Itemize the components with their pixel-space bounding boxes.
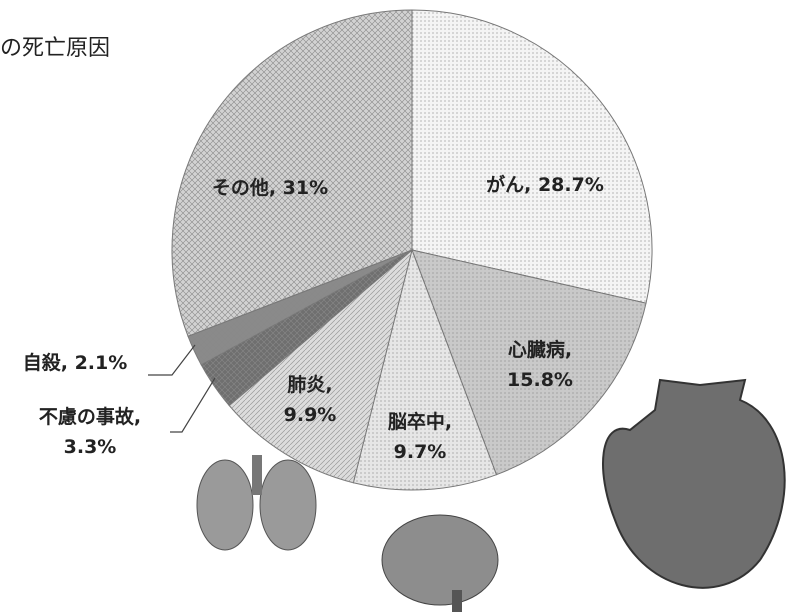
data-label: その他, 31% bbox=[212, 173, 328, 203]
data-label: 肺炎, 9.9% bbox=[284, 370, 337, 430]
data-label: 不慮の事故, 3.3% bbox=[39, 402, 141, 462]
data-label: 自殺, 2.1% bbox=[23, 348, 128, 378]
page: の死亡原因 がん, 28.7% 心臓病, 15.8% 脳卒中, 9.7% 肺炎, 9.… bbox=[0, 0, 800, 612]
data-label: がん, 28.7% bbox=[486, 170, 604, 200]
leader-line bbox=[148, 345, 195, 375]
data-label: 心臓病, 15.8% bbox=[507, 335, 573, 395]
data-label: 脳卒中, 9.7% bbox=[388, 407, 452, 467]
leader-line bbox=[170, 378, 215, 432]
chart bbox=[0, 0, 800, 612]
chart-title: の死亡原因 bbox=[0, 30, 110, 62]
